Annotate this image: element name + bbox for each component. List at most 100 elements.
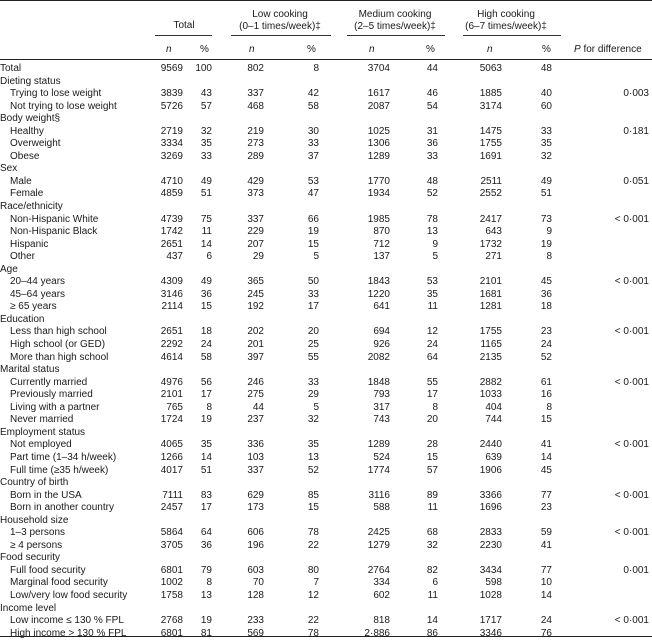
table-row: Healthy 2719 32 219 30 1025 31 1475 33 0·181 xyxy=(0,126,652,139)
cell-medium-pct: 52 xyxy=(426,188,438,200)
row-label: Full time (≥35 h/week) xyxy=(10,464,109,476)
cell-p-value: < 0·001 xyxy=(614,489,649,501)
cell-total-n: 2114 xyxy=(161,301,183,313)
group-header-medium: Medium cooking (2–5 times/week)‡ xyxy=(340,9,450,33)
colhead-p-difference: P for difference xyxy=(574,44,642,56)
row-label: Never married xyxy=(10,414,74,426)
cell-high-pct: 19 xyxy=(540,238,552,250)
cell-p-value: 0·051 xyxy=(623,175,649,187)
cell-low-pct: 17 xyxy=(307,301,319,313)
cell-high-n: 2440 xyxy=(479,439,502,451)
cell-medium-pct: 11 xyxy=(427,301,438,313)
section-label: Body weight§ xyxy=(0,113,61,125)
cell-medium-n: 1985 xyxy=(367,213,390,225)
cell-high-n: 2101 xyxy=(479,276,502,288)
table-row: Overweight 3334 35 273 33 1306 36 1755 35 xyxy=(0,138,652,151)
section-label: Marital status xyxy=(0,364,60,376)
cell-high-pct: 61 xyxy=(540,376,552,388)
cell-high-n: 1755 xyxy=(479,138,502,150)
cell-total-n: 7111 xyxy=(162,489,183,501)
cell-total-n: 1724 xyxy=(160,414,183,426)
cell-total-n: 4017 xyxy=(160,464,183,476)
cell-medium-n: 588 xyxy=(373,502,390,514)
row-label: Born in another country xyxy=(10,502,114,514)
cell-low-n: 429 xyxy=(247,175,264,187)
cell-total-n: 4710 xyxy=(160,175,183,187)
cell-low-n: 468 xyxy=(247,100,264,112)
table-row: Less than high school 2651 18 202 20 694 12 175… xyxy=(0,326,652,339)
cell-high-pct: 49 xyxy=(540,175,552,187)
cell-total-n: 2719 xyxy=(160,125,183,137)
cell-high-n: 1885 xyxy=(479,88,502,100)
cell-high-n: 1681 xyxy=(479,288,502,300)
cell-total-pct: 19 xyxy=(200,414,212,426)
cell-medium-n: 1289 xyxy=(367,439,390,451)
cell-low-n: 207 xyxy=(247,238,264,250)
cell-medium-pct: 64 xyxy=(426,351,438,363)
section-label: Income level xyxy=(0,602,57,614)
cell-low-pct: 42 xyxy=(307,88,319,100)
cell-medium-pct: 14 xyxy=(426,615,438,627)
group-header-high-line2: (6–7 times/week)‡ xyxy=(465,21,547,32)
cell-low-n: 237 xyxy=(247,414,264,426)
cell-total-n: 4739 xyxy=(160,213,183,225)
cell-high-pct: 14 xyxy=(540,451,552,463)
cell-medium-n: 3704 xyxy=(367,63,390,74)
cell-high-n: 2833 xyxy=(479,527,502,539)
cell-high-pct: 51 xyxy=(540,188,552,200)
cell-total-pct: 49 xyxy=(200,175,212,187)
cell-medium-pct: 35 xyxy=(426,288,438,300)
cell-low-pct: 53 xyxy=(307,175,319,187)
cell-high-n: 643 xyxy=(485,226,502,238)
cell-total-pct: 33 xyxy=(200,150,212,162)
cell-p-value: < 0·001 xyxy=(614,439,649,451)
cell-medium-n: 1220 xyxy=(367,288,390,300)
row-label: Part time (1–34 h/week) xyxy=(10,451,117,463)
cell-total-n: 6801 xyxy=(160,564,183,576)
cell-low-n: 201 xyxy=(247,339,264,351)
cell-low-pct: 29 xyxy=(307,389,319,401)
cell-low-pct: 25 xyxy=(307,339,319,351)
group-underline-total xyxy=(155,35,212,36)
section-label: Sex xyxy=(0,163,18,175)
cell-medium-n: 743 xyxy=(373,414,390,426)
cell-low-n: 337 xyxy=(247,213,264,225)
table-row: Marginal food security 1002 8 70 7 334 6 598 10 xyxy=(0,577,652,590)
cell-total-pct: 32 xyxy=(200,125,212,137)
row-label: Obese xyxy=(10,150,40,162)
row-label: Low/very low food security xyxy=(10,589,128,601)
table-row: Non-Hispanic Black 1742 11 229 19 870 13 643 9 xyxy=(0,226,652,239)
colhead-high-pct: % xyxy=(542,44,551,55)
cell-medium-n: 870 xyxy=(373,226,390,238)
table-row: Living with a partner 765 8 44 5 317 8 404 8 xyxy=(0,402,652,415)
cell-medium-pct: 55 xyxy=(426,376,438,388)
cell-medium-pct: 13 xyxy=(426,226,438,238)
cell-medium-pct: 5 xyxy=(432,251,438,263)
cell-medium-n: 1848 xyxy=(367,376,390,388)
row-label: Healthy xyxy=(10,125,44,137)
cell-low-pct: 80 xyxy=(307,564,319,576)
cell-high-n: 744 xyxy=(485,414,502,426)
section-header-row: Marital status xyxy=(0,364,652,377)
cell-high-pct: 45 xyxy=(540,464,552,476)
cell-low-pct: 47 xyxy=(307,188,319,200)
cell-high-n: 2417 xyxy=(479,213,502,225)
row-label: ≥ 65 years xyxy=(10,301,57,313)
cell-low-n: 245 xyxy=(247,288,264,300)
row-label: Currently married xyxy=(10,376,88,388)
row-label: 20–44 years xyxy=(10,276,66,288)
row-label: Marginal food security xyxy=(10,577,108,589)
cell-p-value: < 0·001 xyxy=(614,615,649,627)
cell-high-n: 1717 xyxy=(479,615,502,627)
group-header-medium-line2: (2–5 times/week)‡ xyxy=(354,21,436,32)
section-header-row: Age xyxy=(0,264,652,277)
row-label: Non-Hispanic White xyxy=(10,213,99,225)
bottom-rule xyxy=(0,636,652,637)
table-row: Male 4710 49 429 53 1770 48 2511 49 0·051 xyxy=(0,176,652,189)
cell-medium-pct: 20 xyxy=(426,414,438,426)
cell-medium-n: 1306 xyxy=(367,138,390,150)
cell-medium-n: 2082 xyxy=(367,351,390,363)
cell-high-pct: 8 xyxy=(546,251,552,263)
table-row: Obese 3269 33 289 37 1289 33 1691 32 xyxy=(0,151,652,164)
row-label: Hispanic xyxy=(10,238,49,250)
